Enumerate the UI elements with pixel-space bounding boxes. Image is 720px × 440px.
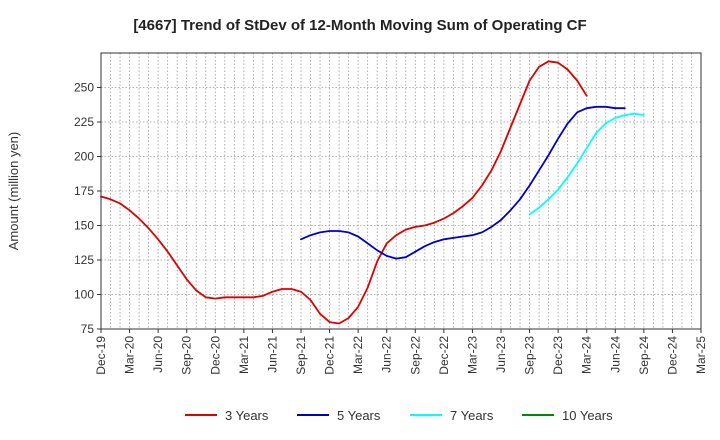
legend-label: 3 Years <box>225 408 269 423</box>
series-line-3-years <box>100 60 588 325</box>
x-tick-label: Jun-20 <box>151 336 165 373</box>
x-tick-label: Sep-21 <box>294 336 308 375</box>
x-tick-label: Mar-24 <box>580 336 594 374</box>
x-tick-label: Sep-24 <box>637 336 651 375</box>
x-tick-label: Mar-21 <box>237 336 251 374</box>
y-tick-label: 75 <box>81 322 95 336</box>
y-tick-label: 200 <box>74 150 94 164</box>
x-tick-label: Jun-24 <box>608 336 622 373</box>
y-tick-label: 100 <box>74 288 94 302</box>
y-tick-label: 175 <box>74 184 94 198</box>
x-tick-label: Dec-24 <box>665 336 679 375</box>
x-tick-label: Mar-20 <box>123 336 137 374</box>
x-tick-label: Jun-22 <box>380 336 394 373</box>
series-lines <box>100 60 645 325</box>
series-line-5-years <box>300 105 626 260</box>
series-line-7-years <box>528 112 645 216</box>
x-tick-label: Dec-21 <box>323 336 337 375</box>
grid <box>100 53 702 330</box>
x-tick-label: Sep-23 <box>523 336 537 375</box>
y-tick-label: 250 <box>74 81 94 95</box>
plot-area <box>100 52 702 330</box>
y-axis-label: Amount (million yen) <box>6 132 21 251</box>
y-tick-label: 150 <box>74 219 94 233</box>
x-tick-label: Sep-22 <box>408 336 422 375</box>
x-tick-label: Jun-21 <box>265 336 279 373</box>
y-axis-ticks: 75 100 125 150 175 200 225 250 <box>74 81 101 336</box>
legend-label: 7 Years <box>450 408 494 423</box>
x-tick-label: Mar-23 <box>465 336 479 374</box>
x-tick-label: Jun-23 <box>494 336 508 373</box>
x-tick-label: Dec-19 <box>94 336 108 375</box>
x-tick-label: Dec-20 <box>208 336 222 375</box>
x-tick-label: Dec-22 <box>437 336 451 375</box>
x-tick-label: Mar-22 <box>351 336 365 374</box>
chart-title: [4667] Trend of StDev of 12-Month Moving… <box>133 17 586 34</box>
x-tick-label: Mar-25 <box>694 336 708 374</box>
legend-label: 10 Years <box>562 408 613 423</box>
x-tick-label: Sep-20 <box>180 336 194 375</box>
x-axis-ticks: Dec-19 Mar-20 Jun-20 Sep-20 Dec-20 Mar-21 Jun-… <box>94 329 708 375</box>
legend-label: 5 Years <box>337 408 381 423</box>
x-tick-label: Dec-23 <box>551 336 565 375</box>
y-tick-label: 225 <box>74 115 94 129</box>
y-tick-label: 125 <box>74 253 94 267</box>
legend: 3 Years 5 Years 7 Years 10 Years <box>185 408 613 423</box>
